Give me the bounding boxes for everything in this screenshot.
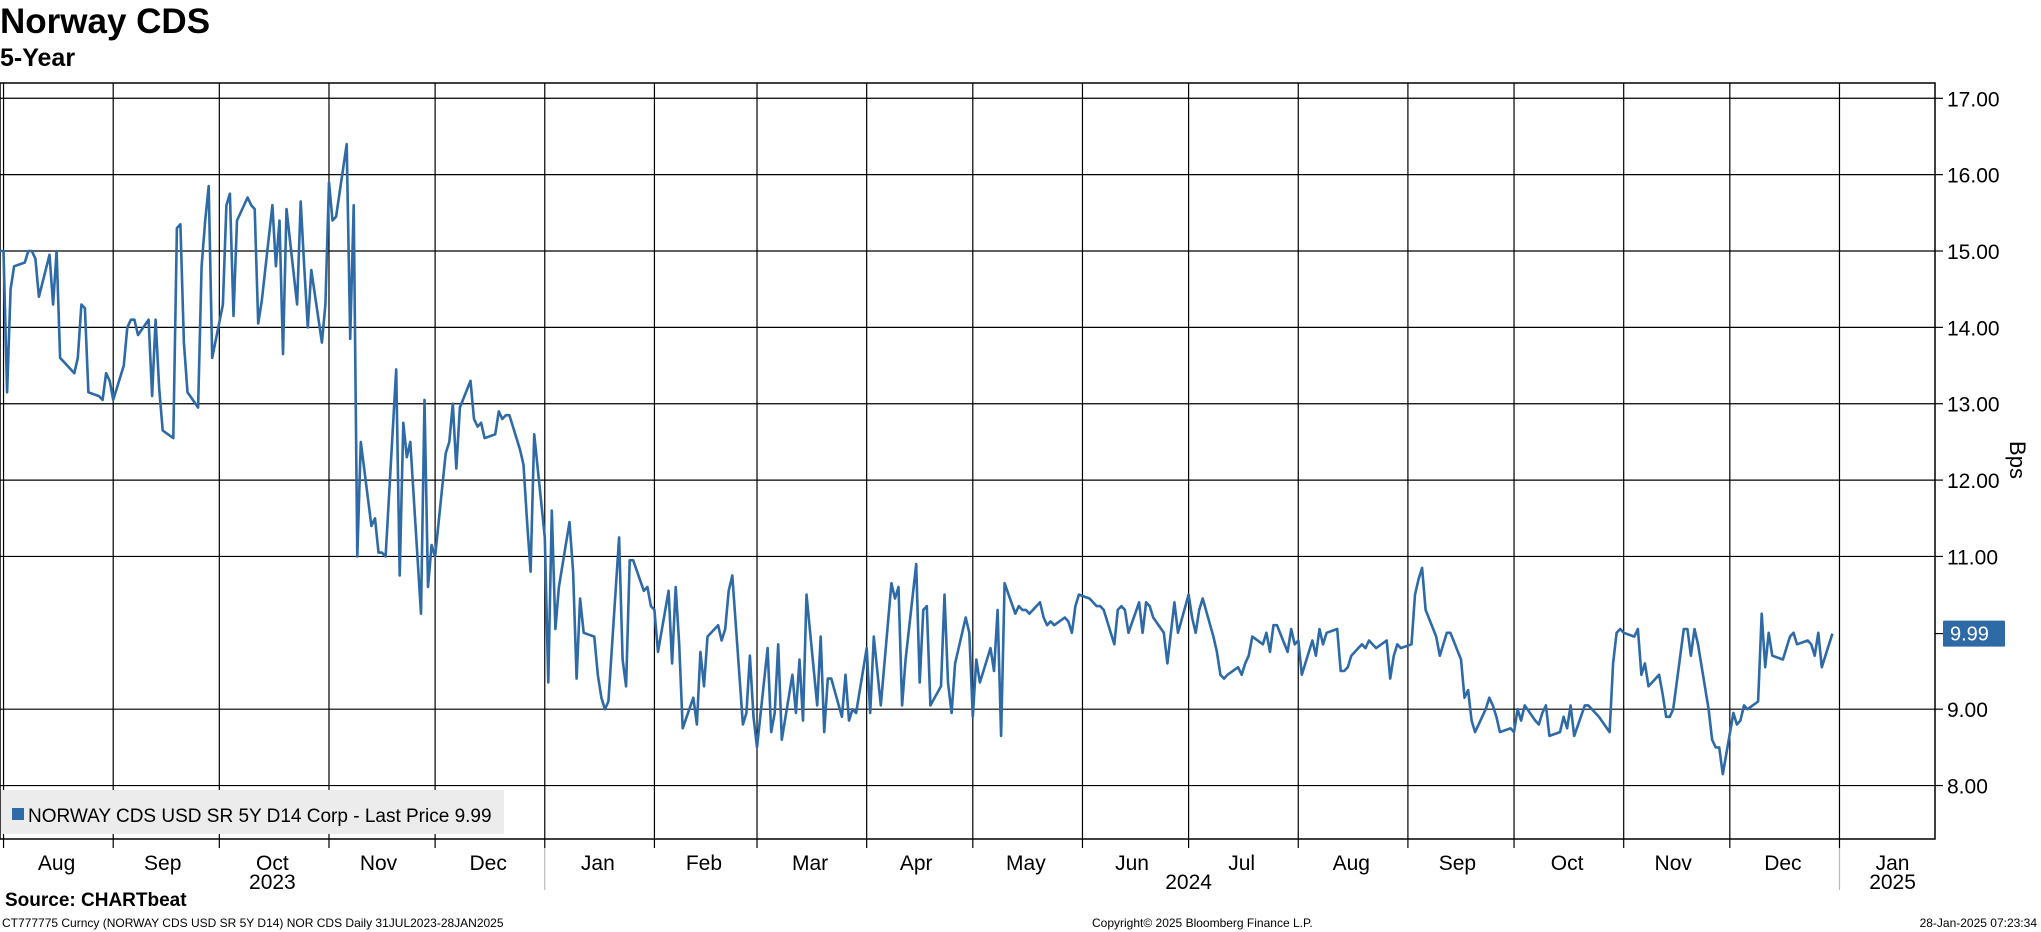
x-month-label: Jun — [1115, 852, 1149, 875]
y-tick-label: 8.00 — [1947, 776, 1988, 799]
x-month-label: Oct — [256, 852, 289, 875]
x-month-label: Jan — [1876, 852, 1910, 875]
last-price-tag-label: 9.99 — [1950, 624, 1989, 646]
x-month-label: Apr — [900, 852, 933, 875]
y-tick-label: 13.00 — [1947, 394, 2000, 417]
y-axis-label: Bps — [2005, 441, 2030, 479]
x-month-label: May — [1006, 852, 1046, 875]
x-month-label: Sep — [144, 852, 181, 875]
chart-svg: Aug Sep Oct Nov Dec Jan Feb Mar Apr May Jun Jul Aug S… — [0, 82, 2030, 890]
footer-copyright: Copyright© 2025 Bloomberg Finance L.P. — [1092, 916, 1313, 930]
x-month-label: Feb — [686, 852, 722, 875]
chart-title: Norway CDS — [0, 2, 211, 41]
x-year-label: 2024 — [1165, 871, 1212, 890]
x-month-label: Nov — [1655, 852, 1693, 875]
plot-area-border — [0, 82, 1936, 840]
x-month-label: Dec — [1764, 852, 1801, 875]
footer-timestamp: 28-Jan-2025 07:23:34 — [1919, 916, 2037, 930]
last-price-tag-box — [1943, 620, 2005, 647]
y-tick-label: 12.00 — [1947, 470, 2000, 493]
chart-subtitle: 5-Year — [0, 44, 76, 72]
last-price-tag: 9.99 — [1943, 620, 2005, 647]
x-month-label: Jul — [1228, 852, 1255, 875]
y-tick-label: 14.00 — [1947, 317, 2000, 340]
footer-ticker-info: CT777775 Curncy (NORWAY CDS USD SR 5Y D1… — [2, 916, 504, 930]
x-axis: Aug Sep Oct Nov Dec Jan Feb Mar Apr May Jun Jul Aug S… — [2, 839, 1916, 890]
legend-entry: NORWAY CDS USD SR 5Y D14 Corp - Last Pri… — [28, 806, 492, 827]
gridlines — [0, 83, 1935, 839]
x-month-label: Aug — [1333, 852, 1370, 875]
x-month-label: Aug — [38, 852, 75, 875]
y-tick-label: 11.00 — [1947, 546, 1998, 569]
y-tick-label: 17.00 — [1947, 88, 2000, 111]
x-year-label: 2023 — [249, 871, 296, 890]
x-month-label: Dec — [469, 852, 506, 875]
x-year-label: 2025 — [1869, 871, 1916, 890]
y-axis: 8.00 9.00 11.00 12.00 13.00 14.00 15.00 16.00 17… — [1935, 88, 2000, 799]
y-tick-label: 9.00 — [1947, 699, 1988, 722]
x-month-label: Oct — [1551, 852, 1584, 875]
y-tick-label: 15.00 — [1947, 241, 2000, 264]
x-month-label: Sep — [1439, 852, 1476, 875]
x-month-label: Mar — [792, 852, 828, 875]
source-note: Source: CHARTbeat — [5, 890, 187, 911]
legend-background — [1, 790, 504, 834]
x-month-label: Nov — [360, 852, 398, 875]
legend: NORWAY CDS USD SR 5Y D14 Corp - Last Pri… — [1, 790, 504, 834]
y-tick-label: 16.00 — [1947, 165, 2000, 188]
x-month-label: Jan — [581, 852, 615, 875]
legend-swatch — [12, 808, 24, 820]
series-line-norway-cds — [0, 142, 1834, 776]
